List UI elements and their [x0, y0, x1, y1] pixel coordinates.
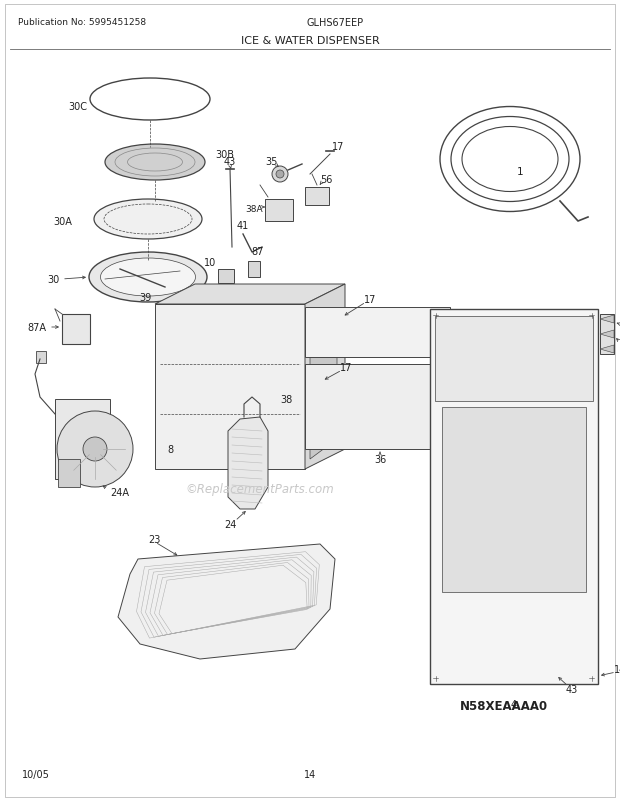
Polygon shape	[155, 285, 345, 305]
Text: 4: 4	[511, 699, 517, 709]
Text: 30A: 30A	[53, 217, 72, 227]
Text: 43: 43	[224, 157, 236, 167]
Bar	[580, 341, 592, 347]
Text: 10/05: 10/05	[22, 769, 50, 779]
Text: ©ReplacementParts.com: ©ReplacementParts.com	[185, 483, 334, 496]
Circle shape	[83, 437, 107, 461]
Bar	[475, 378, 485, 386]
Bar	[600, 314, 614, 354]
Polygon shape	[118, 545, 335, 659]
Bar	[218, 269, 234, 284]
Circle shape	[272, 167, 288, 183]
Polygon shape	[600, 316, 614, 323]
Text: 17: 17	[364, 294, 376, 305]
Text: 8: 8	[167, 444, 173, 455]
Bar	[55, 399, 110, 480]
Polygon shape	[305, 308, 450, 358]
Polygon shape	[600, 346, 614, 354]
Text: 39: 39	[139, 293, 151, 302]
Text: GLHS67EEP: GLHS67EEP	[306, 18, 363, 28]
Polygon shape	[305, 285, 345, 469]
Bar	[36, 351, 46, 363]
Polygon shape	[430, 310, 598, 684]
Polygon shape	[442, 407, 586, 592]
Bar	[580, 375, 592, 383]
Ellipse shape	[89, 253, 207, 302]
Text: 35: 35	[266, 157, 278, 167]
Polygon shape	[305, 365, 450, 449]
Bar	[175, 317, 255, 358]
Bar	[58, 460, 80, 488]
Text: 30B: 30B	[215, 150, 234, 160]
Ellipse shape	[94, 200, 202, 240]
Bar	[248, 261, 260, 277]
Polygon shape	[435, 317, 593, 402]
Text: 41: 41	[237, 221, 249, 231]
Text: N58XEAAAA0: N58XEAAAA0	[460, 699, 548, 712]
Bar	[312, 379, 324, 394]
Ellipse shape	[100, 259, 195, 297]
Bar	[445, 378, 455, 386]
Bar	[580, 358, 592, 365]
Polygon shape	[155, 305, 305, 469]
Bar	[305, 188, 329, 206]
Text: 38A: 38A	[245, 205, 263, 214]
Text: 87: 87	[252, 247, 264, 257]
Text: 14: 14	[614, 664, 620, 674]
Circle shape	[276, 171, 284, 179]
Circle shape	[57, 411, 133, 488]
Bar	[312, 406, 324, 419]
Text: 24A: 24A	[110, 488, 129, 497]
Text: 24: 24	[224, 520, 236, 529]
Text: 17: 17	[332, 142, 344, 152]
Text: 30: 30	[48, 274, 60, 285]
Text: 14: 14	[304, 769, 316, 779]
Text: 23: 23	[148, 534, 161, 545]
Polygon shape	[62, 314, 90, 345]
Text: Publication No: 5995451258: Publication No: 5995451258	[18, 18, 146, 27]
Text: 43: 43	[566, 684, 578, 695]
Bar	[505, 378, 515, 386]
Polygon shape	[600, 330, 614, 338]
Text: 10: 10	[204, 257, 216, 268]
Ellipse shape	[105, 145, 205, 180]
Text: 87A: 87A	[27, 322, 46, 333]
Bar	[535, 378, 545, 386]
Text: 38: 38	[281, 395, 293, 404]
Polygon shape	[310, 330, 337, 460]
Text: ICE & WATER DISPENSER: ICE & WATER DISPENSER	[241, 36, 379, 46]
Bar	[580, 323, 592, 330]
Polygon shape	[228, 418, 268, 509]
Bar	[265, 200, 293, 221]
Text: 1: 1	[516, 167, 523, 176]
Text: 30C: 30C	[68, 102, 87, 111]
Text: 17: 17	[340, 363, 352, 373]
Text: 36: 36	[374, 455, 386, 464]
Text: 56: 56	[320, 175, 332, 184]
